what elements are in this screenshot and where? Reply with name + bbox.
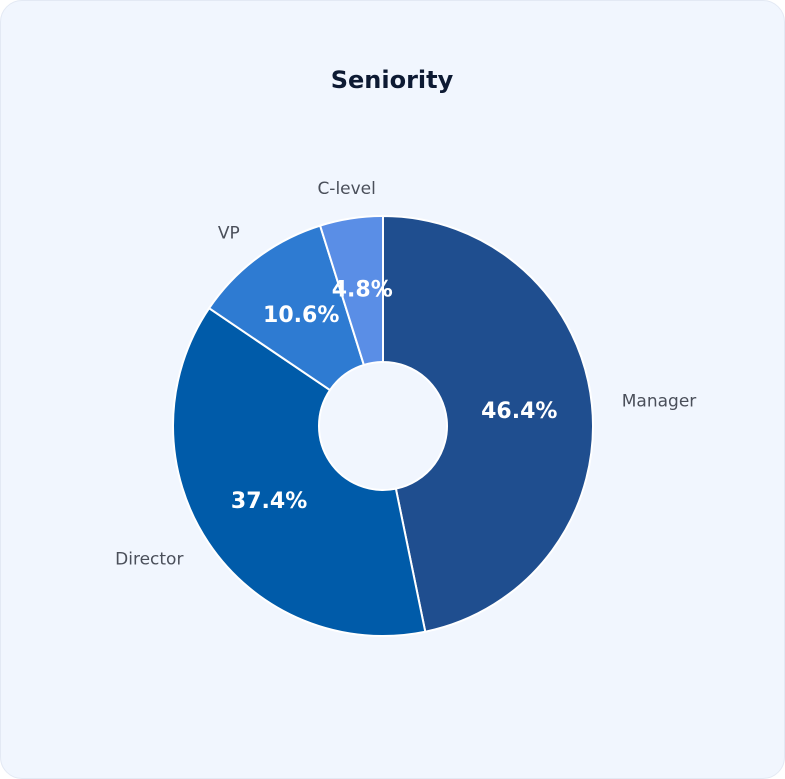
chart-title: Seniority xyxy=(331,66,454,94)
value-label: 37.4% xyxy=(231,489,307,514)
donut-slice xyxy=(207,224,366,392)
donut-slice xyxy=(318,214,384,367)
donut-slice xyxy=(172,306,427,637)
value-label: 46.4% xyxy=(481,399,557,424)
value-label: 4.8% xyxy=(332,278,393,303)
value-label: 10.6% xyxy=(263,303,339,328)
category-label: VP xyxy=(218,223,240,243)
category-label: C-level xyxy=(317,179,375,199)
category-label: Director xyxy=(115,549,183,569)
category-label: Manager xyxy=(622,392,697,412)
donut-slice xyxy=(382,214,594,633)
